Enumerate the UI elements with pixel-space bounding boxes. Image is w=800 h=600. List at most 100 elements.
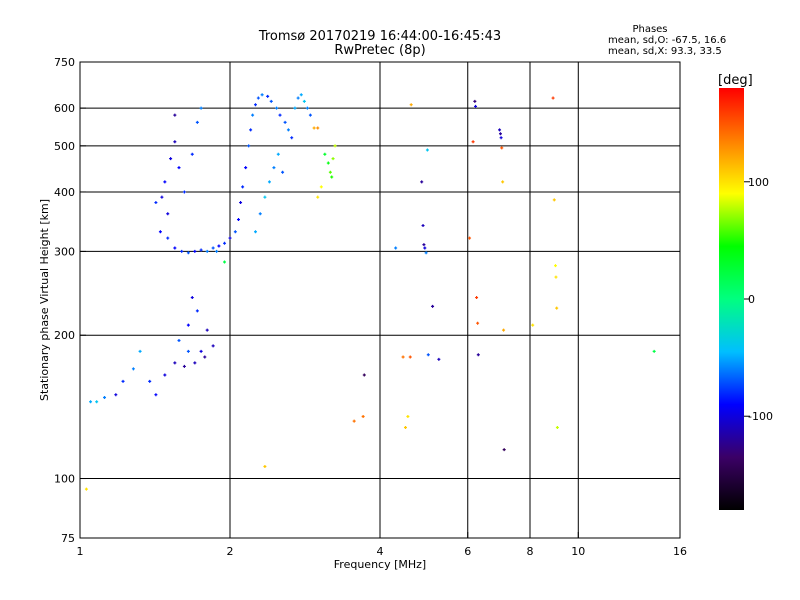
data-point bbox=[425, 148, 429, 152]
data-point bbox=[256, 96, 260, 100]
colorbar-unit-label: [deg] bbox=[718, 73, 753, 88]
data-point bbox=[173, 113, 177, 117]
data-point bbox=[502, 448, 506, 452]
data-point bbox=[290, 136, 294, 140]
data-point bbox=[258, 212, 262, 216]
data-point bbox=[163, 373, 167, 377]
data-point bbox=[293, 106, 297, 110]
data-point bbox=[193, 249, 197, 253]
data-point bbox=[331, 157, 335, 161]
data-point bbox=[475, 296, 479, 300]
phases-stats-o: mean, sd,O: -67.5, 16.6 bbox=[608, 35, 726, 46]
colorbar-ticks: 100 0 -100 bbox=[744, 176, 773, 423]
x-tick-label: 2 bbox=[227, 545, 234, 558]
data-point bbox=[330, 175, 334, 179]
data-point bbox=[199, 349, 203, 353]
data-point bbox=[551, 96, 555, 100]
y-axis-ticks: 75 100 200 300 400 500 600 750 bbox=[54, 56, 86, 545]
data-point bbox=[193, 361, 197, 365]
data-point bbox=[215, 249, 219, 253]
colorbar-tick-label: 0 bbox=[748, 293, 755, 306]
colorbar bbox=[719, 88, 744, 510]
data-point bbox=[281, 170, 285, 174]
data-point bbox=[473, 99, 477, 103]
data-point bbox=[553, 264, 557, 268]
data-point bbox=[260, 93, 264, 97]
data-point bbox=[236, 218, 240, 222]
data-point bbox=[158, 230, 162, 234]
data-point bbox=[409, 103, 413, 107]
y-axis-label: Stationary phase Virtual Height [km] bbox=[38, 199, 51, 401]
data-point bbox=[278, 113, 282, 117]
data-point bbox=[138, 349, 142, 353]
data-point bbox=[211, 344, 215, 348]
data-point bbox=[421, 224, 425, 228]
data-point bbox=[426, 353, 430, 357]
data-point bbox=[223, 260, 227, 264]
data-point bbox=[95, 400, 99, 404]
data-point bbox=[316, 126, 320, 130]
data-point bbox=[173, 140, 177, 144]
data-point bbox=[253, 230, 257, 234]
data-point bbox=[471, 140, 475, 144]
data-point bbox=[501, 180, 505, 184]
data-point bbox=[652, 349, 656, 353]
data-point bbox=[211, 246, 215, 250]
data-point bbox=[308, 113, 312, 117]
x-tick-label: 8 bbox=[527, 545, 534, 558]
data-point bbox=[422, 243, 426, 247]
phases-heading: Phases bbox=[632, 24, 667, 35]
data-point bbox=[177, 166, 181, 170]
data-point bbox=[502, 328, 506, 332]
data-point bbox=[263, 195, 267, 199]
data-point bbox=[182, 190, 186, 194]
x-tick-label: 16 bbox=[673, 545, 687, 558]
data-point bbox=[555, 425, 559, 429]
data-point bbox=[166, 236, 170, 240]
data-point bbox=[205, 249, 209, 253]
data-point bbox=[498, 128, 502, 132]
data-point bbox=[394, 246, 398, 250]
data-point bbox=[531, 323, 535, 327]
data-point bbox=[154, 393, 158, 397]
data-point bbox=[223, 241, 227, 245]
data-point bbox=[476, 353, 480, 357]
data-point bbox=[305, 106, 309, 110]
data-point bbox=[244, 166, 248, 170]
x-axis-label: Frequency [MHz] bbox=[334, 558, 426, 571]
data-point bbox=[173, 246, 177, 250]
chart-subtitle: RwPretec (8p) bbox=[334, 43, 425, 58]
x-tick-label: 10 bbox=[571, 545, 585, 558]
data-point bbox=[163, 180, 167, 184]
data-point bbox=[406, 414, 410, 418]
data-point bbox=[173, 361, 177, 365]
data-point bbox=[217, 244, 221, 248]
data-point bbox=[233, 230, 237, 234]
data-point bbox=[249, 128, 253, 132]
x-tick-label: 6 bbox=[464, 545, 471, 558]
data-point bbox=[205, 328, 209, 332]
y-tick-label: 100 bbox=[54, 473, 75, 486]
y-tick-label: 600 bbox=[54, 102, 75, 115]
data-point bbox=[424, 251, 428, 255]
data-point bbox=[500, 146, 504, 150]
data-point bbox=[166, 212, 170, 216]
data-point bbox=[131, 367, 135, 371]
y-tick-label: 400 bbox=[54, 186, 75, 199]
data-point bbox=[319, 185, 323, 189]
data-point bbox=[195, 120, 199, 124]
data-point bbox=[251, 113, 255, 117]
data-point bbox=[186, 251, 190, 255]
data-point bbox=[552, 198, 556, 202]
data-point bbox=[302, 99, 306, 103]
data-point bbox=[266, 94, 270, 98]
chart-title: Tromsø 20170219 16:44:00-16:45:43 bbox=[258, 29, 501, 44]
data-point bbox=[263, 464, 267, 468]
data-point bbox=[199, 248, 203, 252]
y-tick-label: 200 bbox=[54, 329, 75, 342]
data-point bbox=[267, 180, 271, 184]
colorbar-tick-label: 100 bbox=[748, 176, 769, 189]
data-point bbox=[275, 106, 279, 110]
data-point bbox=[239, 201, 243, 205]
data-point bbox=[180, 249, 184, 253]
